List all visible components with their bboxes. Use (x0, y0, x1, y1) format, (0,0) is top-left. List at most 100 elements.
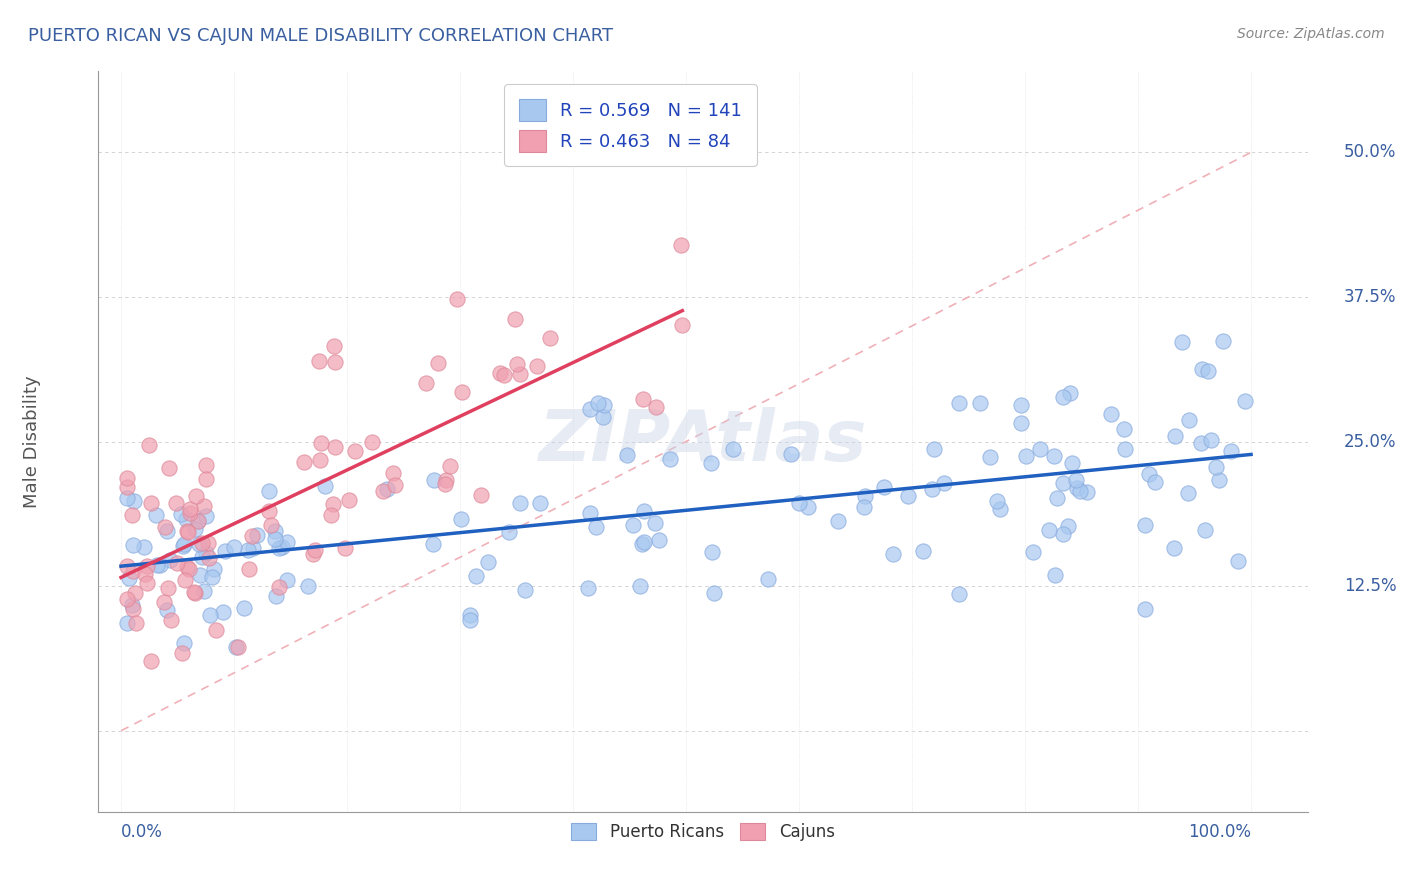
Point (152, 595, 174, 609)
Point (1143, 475, 1166, 489)
Point (1064, 473, 1087, 487)
Point (1043, 449, 1066, 463)
Point (153, 520, 176, 534)
Point (505, 357, 527, 371)
Point (616, 449, 638, 463)
Point (159, 553, 181, 567)
Point (1014, 450, 1036, 464)
Point (529, 496, 551, 510)
Point (115, 592, 138, 607)
Point (246, 528, 269, 542)
Point (360, 434, 382, 449)
Point (179, 507, 201, 521)
Point (160, 613, 183, 627)
Point (721, 442, 744, 456)
Point (172, 539, 194, 553)
Point (122, 564, 145, 578)
Point (1052, 390, 1074, 404)
Point (509, 367, 531, 381)
Point (633, 504, 655, 518)
Point (700, 545, 723, 559)
Point (267, 541, 290, 555)
Text: 50.0%: 50.0% (1344, 144, 1396, 161)
Point (882, 547, 904, 561)
Point (630, 536, 652, 550)
Point (458, 613, 481, 627)
Point (1010, 398, 1032, 412)
Point (585, 520, 607, 534)
Point (948, 396, 970, 410)
Point (513, 582, 536, 597)
Point (1052, 475, 1074, 490)
Point (1226, 554, 1249, 568)
Point (145, 508, 167, 522)
Point (115, 558, 138, 573)
Point (855, 489, 877, 503)
Point (932, 476, 955, 491)
Point (426, 356, 449, 370)
Point (464, 568, 486, 582)
Point (1069, 483, 1091, 498)
Point (322, 497, 344, 511)
Point (319, 508, 342, 522)
Point (304, 543, 326, 558)
Point (115, 479, 138, 493)
Point (202, 562, 225, 576)
Point (187, 514, 209, 528)
Point (302, 547, 325, 561)
Point (260, 517, 283, 532)
Text: Source: ZipAtlas.com: Source: ZipAtlas.com (1237, 27, 1385, 41)
Point (242, 529, 264, 543)
Point (264, 532, 287, 546)
Point (979, 450, 1001, 464)
Point (1046, 491, 1069, 505)
Point (115, 615, 138, 630)
Point (333, 541, 356, 555)
Point (579, 507, 602, 521)
Point (644, 401, 666, 415)
Point (271, 540, 294, 554)
Point (1137, 467, 1160, 482)
Point (173, 536, 195, 550)
Point (214, 544, 236, 558)
Point (433, 476, 456, 491)
Point (1043, 567, 1066, 582)
Point (1060, 456, 1083, 470)
Point (1219, 443, 1241, 458)
Text: 100.0%: 100.0% (1188, 823, 1251, 841)
Point (176, 559, 198, 574)
Point (1021, 544, 1043, 558)
Point (193, 584, 215, 599)
Point (141, 496, 163, 510)
Point (157, 581, 180, 595)
Point (948, 587, 970, 601)
Point (194, 546, 217, 560)
Point (323, 355, 346, 369)
Point (415, 376, 437, 390)
Point (990, 502, 1012, 516)
Point (311, 436, 333, 450)
Point (852, 500, 875, 515)
Point (146, 558, 169, 572)
Point (325, 440, 347, 454)
Point (134, 566, 156, 581)
Point (503, 312, 526, 326)
Point (703, 586, 725, 600)
Point (184, 522, 207, 536)
Point (124, 586, 146, 600)
Point (1076, 485, 1098, 500)
Point (195, 458, 218, 473)
Point (135, 559, 157, 574)
Point (232, 601, 254, 615)
Point (797, 500, 820, 514)
Point (205, 623, 228, 637)
Point (226, 640, 249, 654)
Point (187, 514, 209, 528)
Point (969, 395, 991, 409)
Point (382, 466, 405, 480)
Point (186, 489, 208, 503)
Point (827, 514, 849, 528)
Point (1164, 429, 1187, 443)
Point (124, 615, 146, 630)
Point (264, 589, 287, 603)
